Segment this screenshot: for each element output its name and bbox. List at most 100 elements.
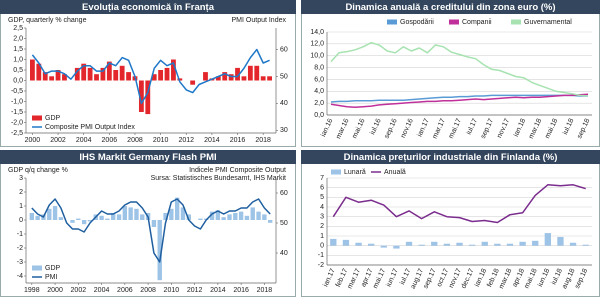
legend-swatch bbox=[511, 19, 521, 25]
x-tick-label: 2002 bbox=[71, 287, 87, 294]
title-bar bbox=[301, 0, 600, 14]
legend-swatch bbox=[32, 115, 42, 121]
y-tick-label: 7 bbox=[320, 175, 324, 182]
y-tick-label: -4 bbox=[17, 273, 23, 280]
bar bbox=[268, 220, 273, 223]
legend-label: Gospodării bbox=[400, 19, 434, 26]
x-tick-label: 2012 bbox=[178, 137, 194, 144]
bar bbox=[47, 208, 52, 220]
bar bbox=[342, 239, 350, 246]
bar bbox=[164, 67, 170, 81]
legend-label: Composite PMI Output Index bbox=[45, 124, 135, 131]
x-tick-label: mai.16 bbox=[351, 118, 366, 140]
bar bbox=[106, 61, 112, 81]
x-tick-label: mai.18 bbox=[544, 118, 559, 140]
bar bbox=[254, 65, 260, 81]
y-tick-label: 0 bbox=[19, 217, 23, 224]
x-tick-label: iun.18 bbox=[537, 268, 551, 288]
x-tick-label: iun.17 bbox=[385, 268, 399, 288]
bar bbox=[151, 220, 157, 227]
x-tick-label: nov.16 bbox=[400, 118, 415, 140]
line bbox=[332, 184, 586, 224]
bar bbox=[244, 215, 250, 220]
bar bbox=[158, 70, 164, 81]
y-tick-label: -1,5 bbox=[11, 109, 23, 116]
y-tick-label: -2 bbox=[318, 262, 324, 269]
bar bbox=[494, 243, 501, 246]
bar bbox=[190, 80, 196, 85]
bar bbox=[238, 211, 244, 220]
line bbox=[31, 48, 270, 105]
legend-swatch bbox=[331, 169, 341, 175]
y-tick-label: 12,0 bbox=[310, 41, 324, 48]
y-tick-label: -1 bbox=[17, 231, 23, 238]
x-tick-label: 2012 bbox=[187, 287, 203, 294]
bar bbox=[36, 63, 42, 81]
bar bbox=[235, 67, 240, 81]
legend-swatch bbox=[449, 19, 459, 25]
bar bbox=[221, 217, 226, 220]
bar bbox=[443, 243, 451, 246]
bar bbox=[174, 197, 180, 220]
y-tick-label: 2 bbox=[19, 189, 23, 196]
bar bbox=[186, 214, 191, 220]
bar bbox=[256, 211, 261, 220]
bar bbox=[145, 80, 151, 115]
bar bbox=[228, 74, 234, 81]
bar bbox=[468, 244, 476, 246]
x-tick-label: 2002 bbox=[50, 137, 66, 144]
y-axis-label: GDP, quarterly % change bbox=[8, 17, 87, 24]
y-tick-label: -2,5 bbox=[11, 130, 23, 137]
x-tick-label: 2014 bbox=[210, 287, 226, 294]
bar bbox=[330, 238, 337, 246]
bar bbox=[215, 76, 221, 81]
y-tick-label: 1 bbox=[19, 203, 23, 210]
bar bbox=[180, 207, 186, 220]
legend-swatch bbox=[32, 265, 42, 271]
bar bbox=[52, 206, 58, 220]
y-tick-label: 2,0 bbox=[13, 35, 23, 42]
x-tick-label: mai.17 bbox=[448, 118, 463, 140]
bar bbox=[113, 70, 119, 81]
bar bbox=[94, 74, 99, 81]
x-tick-label: ian.17 bbox=[416, 118, 430, 138]
y-tick-label: 4,0 bbox=[314, 88, 324, 95]
bar bbox=[81, 63, 87, 81]
bar bbox=[111, 213, 116, 220]
bar bbox=[481, 241, 488, 246]
title-bar bbox=[0, 0, 296, 14]
bar bbox=[87, 220, 93, 222]
bar bbox=[227, 214, 232, 220]
legend-label: GDP bbox=[45, 115, 61, 122]
x-tick-label: nov.17 bbox=[496, 118, 511, 140]
bar bbox=[250, 207, 255, 220]
bar bbox=[355, 242, 362, 246]
legend-label: Companii bbox=[462, 19, 492, 26]
bar bbox=[260, 76, 266, 81]
bar bbox=[569, 242, 577, 246]
x-tick-label: 2004 bbox=[94, 287, 110, 294]
y2-axis-label: Indicele PMI Composite Output bbox=[189, 167, 286, 174]
chart-title: IHS Markit Germany Flash PMI bbox=[79, 152, 216, 163]
bar bbox=[140, 214, 145, 220]
y-tick-label: 2,5 bbox=[13, 25, 23, 32]
bar bbox=[169, 208, 174, 220]
legend-label: GDP bbox=[45, 265, 61, 272]
title-bar bbox=[301, 150, 600, 164]
x-tick-label: 2014 bbox=[204, 137, 220, 144]
legend-label: Lunară bbox=[344, 169, 366, 176]
x-tick-label: 2018 bbox=[257, 287, 273, 294]
x-tick-label: 1998 bbox=[24, 287, 40, 294]
y-tick-label: 6,0 bbox=[314, 76, 324, 83]
bar bbox=[380, 245, 387, 248]
y-tick-label: -2 bbox=[17, 245, 23, 252]
x-tick-label: 2010 bbox=[164, 287, 180, 294]
y-tick-label: 0 bbox=[320, 243, 324, 250]
x-tick-label: sep.18 bbox=[576, 118, 591, 140]
bar bbox=[42, 72, 48, 81]
y2-tick-label: 40 bbox=[280, 100, 288, 107]
bar bbox=[70, 220, 75, 223]
plot-bg bbox=[327, 178, 592, 265]
bar bbox=[163, 213, 168, 220]
